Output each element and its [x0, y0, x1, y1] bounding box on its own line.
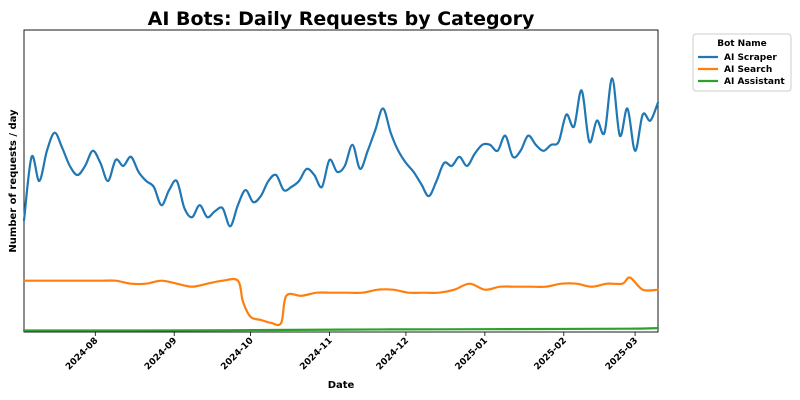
- x-tick-label: 2025-01: [454, 336, 490, 372]
- series-line-ai-assistant: [22, 327, 660, 332]
- series-line-ai-scraper: [22, 77, 660, 228]
- y-axis-label: Number of requests / day: [8, 109, 19, 253]
- x-tick-label: 2024-12: [375, 336, 411, 372]
- x-tick-label: 2024-11: [298, 336, 334, 372]
- legend: Bot Name AI Scraper AI Search AI Assistant: [692, 33, 792, 92]
- legend-label: AI Search: [724, 65, 772, 75]
- legend-label: AI Scraper: [724, 53, 777, 63]
- x-tick-label: 2025-03: [604, 336, 640, 372]
- x-tick-label: 2024-09: [143, 336, 179, 372]
- series-lines: [22, 77, 660, 332]
- x-tick-label: 2024-10: [219, 336, 255, 372]
- legend-label: AI Assistant: [724, 77, 785, 87]
- x-axis: 2024-08 2024-09 2024-10 2024-11 2024-12 2025-…: [64, 332, 640, 372]
- x-tick-label: 2025-02: [533, 336, 569, 372]
- x-tick-label: 2024-08: [64, 336, 100, 372]
- legend-box: [692, 33, 792, 92]
- series-line-ai-search: [22, 276, 660, 327]
- x-axis-label: Date: [328, 380, 355, 391]
- plot-frame: [23, 29, 659, 333]
- chart-title: AI Bots: Daily Requests by Category: [148, 8, 535, 30]
- legend-entries: AI Scraper AI Search AI Assistant: [698, 53, 785, 87]
- legend-title: Bot Name: [717, 39, 767, 49]
